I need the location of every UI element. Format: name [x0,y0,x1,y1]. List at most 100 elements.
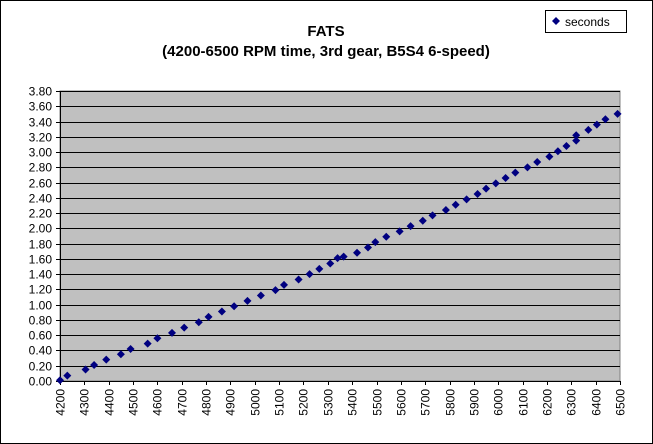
x-tick-label: 5500 [371,389,385,416]
x-tick-label: 4300 [78,389,92,416]
data-point [613,109,622,118]
data-point [428,211,437,220]
data-point [545,152,554,161]
y-tick-label: 2.80 [29,161,53,175]
legend-label-seconds: seconds [565,15,610,29]
data-points [56,109,622,385]
data-point [143,339,152,348]
x-tick-label: 6200 [541,389,555,416]
x-tick-label: 5000 [249,389,263,416]
x-tick-label: 4900 [224,389,238,416]
data-point [572,136,581,145]
y-tick-label: 0.40 [29,344,53,358]
y-tick-label: 0.80 [29,314,53,328]
data-point [353,248,362,257]
data-point [501,174,510,182]
data-point [230,302,239,311]
y-tick-label: 1.60 [29,253,53,267]
x-tick-label: 5600 [395,389,409,416]
y-tick-label: 3.60 [29,100,53,114]
legend-marker-diamond-icon [552,17,560,25]
data-point [572,131,581,140]
data-point [371,238,380,247]
data-point [315,264,324,273]
data-point [562,141,571,150]
data-point [339,252,348,261]
data-point [326,259,335,268]
x-tick-label: 5800 [444,389,458,416]
data-point [584,125,593,134]
data-point [441,206,450,215]
data-point [153,334,162,343]
y-tick-label: 2.20 [29,207,53,221]
data-point [280,280,288,289]
data-point [364,243,372,252]
data-point [81,365,90,374]
y-tick-label: 1.00 [29,299,53,313]
x-tick-label: 6000 [492,389,506,416]
data-point [116,350,125,359]
data-point [56,376,64,385]
y-tick-label: 0.20 [29,360,53,374]
data-point [333,254,342,263]
data-point [601,115,610,124]
data-point [168,328,176,337]
y-tick-label: 0.60 [29,329,53,343]
y-tick-label: 3.20 [29,131,53,145]
data-point [406,222,415,231]
x-tick-label: 5300 [322,389,336,416]
axes [60,91,620,382]
data-point [90,360,99,369]
x-tick-label: 5400 [346,389,360,416]
y-tick-label: 2.00 [29,222,53,236]
data-point [102,355,111,364]
x-tick-label: 6100 [517,389,531,416]
y-tick-label: 3.80 [29,85,53,99]
x-tick-label: 4200 [54,389,68,416]
data-point [462,195,471,204]
data-point [592,120,601,129]
x-tick-label: 5100 [273,389,287,416]
x-tick-label: 6500 [614,389,628,416]
y-tick-label: 3.40 [29,116,53,130]
y-tick-label: 2.40 [29,192,53,206]
y-tick-label: 0.00 [29,375,53,389]
x-tick-labels: 4200 4300 4400 4500 4600 4700 4800 4900 5000 5100… [54,381,628,416]
data-point [511,168,520,177]
y-tick-label: 1.80 [29,238,53,252]
data-point [533,157,542,166]
data-point [491,179,500,188]
x-tick-label: 4500 [127,389,141,416]
y-tick-label: 1.40 [29,268,53,282]
legend-box [545,10,627,33]
data-point [180,323,189,332]
x-tick-label: 5700 [419,389,433,416]
x-tick-label: 6400 [590,389,604,416]
data-point [194,318,203,327]
plot-area [59,90,621,382]
y-tick-label: 2.60 [29,177,53,191]
x-tick-label: 4400 [103,389,117,416]
legend: seconds [545,10,627,33]
data-point [204,312,213,321]
x-tick-label: 6300 [565,389,579,416]
data-point [482,184,491,193]
chart-subtitle: (4200-6500 RPM time, 3rd gear, B5S4 6-sp… [162,43,490,60]
chart-title: FATS [307,23,344,40]
data-point [217,307,226,316]
data-point [126,344,135,353]
x-tick-label: 4700 [176,389,190,416]
y-tick-labels: 0.000.20 0.400.600.801.00 1.201.401.601.80… [29,85,60,389]
data-point [382,232,391,241]
data-point [395,227,404,236]
data-point [63,371,72,380]
x-tick-label: 5200 [297,389,311,416]
y-tick-label: 1.20 [29,283,53,297]
data-point [294,275,303,284]
data-point [271,286,280,295]
y-tick-label: 3.00 [29,146,53,160]
data-point [553,147,562,156]
data-point [243,296,252,305]
